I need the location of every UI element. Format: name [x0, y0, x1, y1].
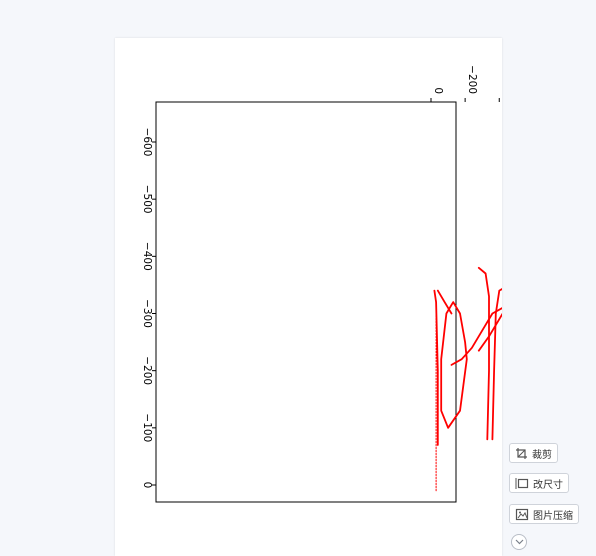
- handwriting-stroke-2: [477, 312, 502, 352]
- compress-button[interactable]: 图片压缩: [509, 504, 579, 524]
- y-tick-label: −300: [141, 299, 153, 328]
- handwriting-stroke-4: [450, 307, 502, 366]
- handwriting-stroke-8: [440, 301, 468, 429]
- image-compress-icon: [515, 508, 529, 520]
- y-tick-label: −600: [141, 128, 153, 157]
- crop-icon: [516, 447, 527, 459]
- y-tick-label: −100: [141, 413, 153, 442]
- handwriting-stroke-9: [433, 289, 439, 446]
- y-tick-label: −200: [141, 356, 153, 385]
- plot-frame: [155, 101, 457, 503]
- expand-more-button[interactable]: [511, 534, 527, 550]
- chevron-down-icon: [515, 539, 523, 545]
- y-axis-ticks: −600 −500 −400 −300 −200 −100 0: [141, 128, 156, 489]
- y-tick-label: −400: [141, 242, 153, 271]
- handwriting-stroke-7: [477, 266, 490, 441]
- resize-icon: [515, 477, 529, 489]
- crop-label: 裁剪: [532, 449, 552, 461]
- crop-button[interactable]: 裁剪: [509, 443, 558, 463]
- y-tick-label: −500: [141, 185, 153, 214]
- series-layer: [433, 266, 502, 492]
- resize-label: 改尺寸: [533, 479, 563, 491]
- resize-button[interactable]: 改尺寸: [509, 473, 569, 493]
- handwriting-stroke-6: [491, 288, 502, 441]
- handwriting-stroke-10: [436, 289, 453, 315]
- x-tick-label: 0: [432, 87, 444, 94]
- x-tick-label: −400: [500, 65, 502, 94]
- compress-label: 图片压缩: [533, 510, 573, 522]
- y-tick-label: 0: [141, 482, 153, 489]
- x-tick-label: −200: [466, 65, 478, 94]
